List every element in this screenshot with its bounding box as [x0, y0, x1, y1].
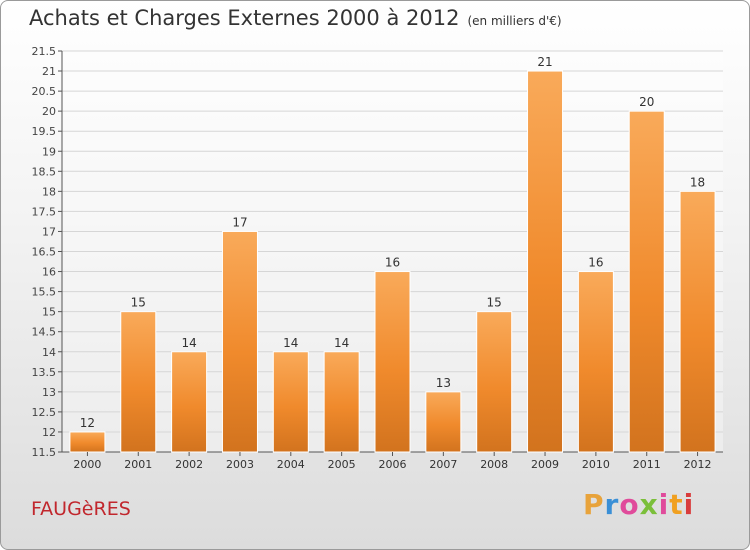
chart-subtitle: (en milliers d'€) — [467, 14, 562, 28]
chart-title-text: Achats et Charges Externes 2000 à 2012 — [29, 6, 460, 30]
y-tick-label: 21 — [42, 65, 56, 78]
logo-letter: r — [604, 488, 620, 521]
bar — [476, 311, 513, 453]
y-tick-label: 12.5 — [32, 406, 57, 419]
bar-value-label: 13 — [436, 376, 451, 390]
commune-name: FAUGèRES — [31, 498, 131, 520]
x-tick-label: 2001 — [124, 458, 152, 471]
y-tick-label: 21.5 — [32, 45, 57, 58]
y-tick-label: 11.5 — [32, 446, 57, 459]
x-tick-label: 2004 — [277, 458, 305, 471]
bar — [323, 351, 360, 453]
bar-value-label: 17 — [232, 215, 247, 229]
x-tick-label: 2009 — [531, 458, 559, 471]
bar-value-label: 16 — [385, 256, 400, 270]
x-tick-label: 2006 — [379, 458, 407, 471]
logo-letter: i — [658, 488, 670, 521]
y-tick-label: 15.5 — [32, 286, 57, 299]
x-tick-label: 2011 — [633, 458, 661, 471]
bar — [120, 311, 157, 453]
y-tick-label: 13.5 — [32, 366, 57, 379]
bar-value-label: 16 — [588, 256, 603, 270]
x-tick-label: 2003 — [226, 458, 254, 471]
bar — [425, 391, 462, 453]
y-tick-label: 17.5 — [32, 205, 57, 218]
x-tick-label: 2012 — [684, 458, 712, 471]
bar — [577, 271, 614, 453]
y-tick-label: 12 — [42, 426, 56, 439]
chart-title: Achats et Charges Externes 2000 à 2012 (e… — [29, 6, 562, 30]
y-tick-label: 14 — [42, 346, 56, 359]
y-tick-label: 17 — [42, 225, 56, 238]
logo-letter: i — [683, 488, 695, 521]
y-tick-label: 18 — [42, 185, 56, 198]
y-tick-label: 19.5 — [32, 125, 57, 138]
bar — [527, 70, 564, 453]
y-tick-label: 18.5 — [32, 165, 57, 178]
y-tick-label: 19 — [42, 145, 56, 158]
y-tick-label: 16.5 — [32, 246, 57, 259]
y-tick-label: 20 — [42, 105, 56, 118]
logo-letter: o — [619, 488, 640, 521]
bar — [221, 230, 258, 453]
bar-value-label: 20 — [639, 95, 654, 109]
bar-value-label: 14 — [181, 336, 196, 350]
y-tick-label: 13 — [42, 386, 56, 399]
bar-value-label: 14 — [283, 336, 298, 350]
bar — [628, 110, 665, 453]
y-tick-label: 20.5 — [32, 85, 57, 98]
logo-letter: P — [583, 488, 605, 521]
logo-letter: t — [669, 488, 684, 521]
x-tick-label: 2000 — [73, 458, 101, 471]
x-tick-label: 2010 — [582, 458, 610, 471]
bar — [171, 351, 208, 453]
x-tick-label: 2005 — [328, 458, 356, 471]
y-tick-label: 15 — [42, 306, 56, 319]
y-tick-label: 14.5 — [32, 326, 57, 339]
proxiti-logo: Proxiti — [583, 488, 694, 521]
bar-value-label: 15 — [487, 296, 502, 310]
bar-value-label: 15 — [131, 296, 146, 310]
logo-letter: x — [639, 488, 659, 521]
bar-value-label: 14 — [334, 336, 349, 350]
x-tick-label: 2007 — [429, 458, 457, 471]
bar-value-label: 12 — [80, 416, 95, 430]
x-tick-label: 2008 — [480, 458, 508, 471]
y-tick-label: 16 — [42, 266, 56, 279]
bar — [69, 431, 106, 453]
bar — [272, 351, 309, 453]
bar — [679, 190, 716, 453]
bar-value-label: 18 — [690, 175, 705, 189]
x-tick-label: 2002 — [175, 458, 203, 471]
bar — [374, 271, 411, 453]
bar-value-label: 21 — [537, 55, 552, 69]
